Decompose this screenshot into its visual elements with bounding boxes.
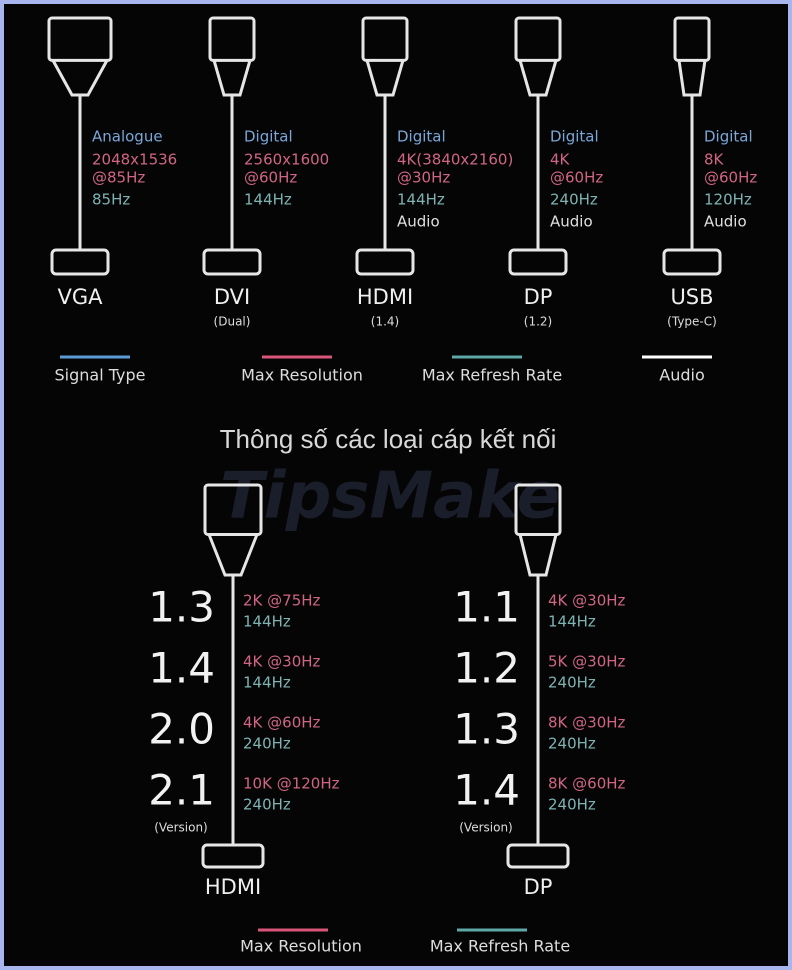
connector-sub: (Type-C): [667, 315, 717, 329]
legend-label: Max Refresh Rate: [430, 937, 570, 956]
version: 1.1: [453, 583, 520, 632]
max-resolution: @60Hz: [244, 169, 297, 187]
signal-type: Digital: [704, 128, 753, 146]
port: [355, 248, 415, 276]
audio: Audio: [397, 213, 440, 231]
max-resolution: 2048x1536: [92, 151, 177, 169]
max-resolution: 5K @30Hz: [548, 653, 626, 671]
max-resolution: 4K @30Hz: [243, 653, 321, 671]
max-resolution: 4K(3840x2160): [397, 151, 513, 169]
signal-type: Digital: [550, 128, 599, 146]
max-refresh: 240Hz: [548, 735, 596, 753]
legend-label: Audio: [659, 366, 704, 385]
max-resolution: 4K: [550, 151, 571, 169]
cable-name: HDMI: [205, 875, 261, 899]
max-resolution: 4K @60Hz: [243, 714, 321, 732]
version: 1.3: [148, 583, 215, 632]
version: 1.4: [453, 766, 520, 815]
max-refresh: 144Hz: [244, 191, 292, 209]
signal-type: Analogue: [92, 128, 163, 146]
max-resolution: @60Hz: [704, 169, 757, 187]
max-refresh: 240Hz: [548, 796, 596, 814]
plug: [514, 16, 562, 62]
max-resolution: @85Hz: [92, 169, 145, 187]
version: 1.3: [453, 705, 520, 754]
port: [662, 248, 722, 276]
max-refresh: 85Hz: [92, 191, 130, 209]
max-refresh: 240Hz: [550, 191, 598, 209]
max-refresh: 144Hz: [243, 613, 291, 631]
max-resolution: 10K @120Hz: [243, 775, 340, 793]
port: [50, 248, 110, 276]
legend-label: Max Refresh Rate: [422, 366, 562, 385]
caption: Thông số các loại cáp kết nối: [220, 424, 557, 454]
plug: [208, 16, 256, 62]
port: [201, 843, 265, 869]
connector-name: USB: [670, 285, 713, 309]
legend-label: Signal Type: [55, 366, 146, 385]
signal-type: Digital: [244, 128, 293, 146]
connector-name: VGA: [57, 285, 103, 309]
signal-type: Digital: [397, 128, 446, 146]
max-refresh: 240Hz: [243, 735, 291, 753]
connector-sub: (Dual): [214, 315, 251, 329]
plug: [47, 16, 113, 62]
port: [506, 843, 570, 869]
plug: [673, 16, 711, 62]
max-resolution: 8K @60Hz: [548, 775, 626, 793]
max-resolution: 4K @30Hz: [548, 592, 626, 610]
port: [508, 248, 568, 276]
max-resolution: 2K @75Hz: [243, 592, 321, 610]
audio: Audio: [550, 213, 593, 231]
connector-sub: (1.2): [524, 315, 552, 329]
cable-name: DP: [524, 875, 553, 899]
version: 1.4: [148, 644, 215, 693]
connector-name: DP: [524, 285, 553, 309]
max-refresh: 144Hz: [243, 674, 291, 692]
legend-label: Max Resolution: [240, 937, 362, 956]
max-resolution: @60Hz: [550, 169, 603, 187]
plug: [514, 483, 562, 536]
audio: Audio: [704, 213, 747, 231]
max-refresh: 120Hz: [704, 191, 752, 209]
max-refresh: 240Hz: [548, 674, 596, 692]
max-resolution: 8K @30Hz: [548, 714, 626, 732]
max-refresh: 144Hz: [548, 613, 596, 631]
version: 2.0: [148, 705, 215, 754]
background: [4, 4, 788, 966]
legend-label: Max Resolution: [241, 366, 363, 385]
connector-name: HDMI: [357, 285, 413, 309]
port: [202, 248, 262, 276]
version-note: (Version): [459, 821, 513, 835]
max-resolution: 8K: [704, 151, 725, 169]
max-refresh: 144Hz: [397, 191, 445, 209]
max-resolution: @30Hz: [397, 169, 450, 187]
connector-name: DVI: [214, 285, 250, 309]
connector-sub: (1.4): [371, 315, 399, 329]
version-note: (Version): [154, 821, 208, 835]
max-refresh: 240Hz: [243, 796, 291, 814]
version: 2.1: [148, 766, 215, 815]
version: 1.2: [453, 644, 520, 693]
plug: [203, 483, 263, 536]
max-resolution: 2560x1600: [244, 151, 329, 169]
watermark: TipsMake: [220, 460, 560, 534]
plug: [361, 16, 409, 62]
